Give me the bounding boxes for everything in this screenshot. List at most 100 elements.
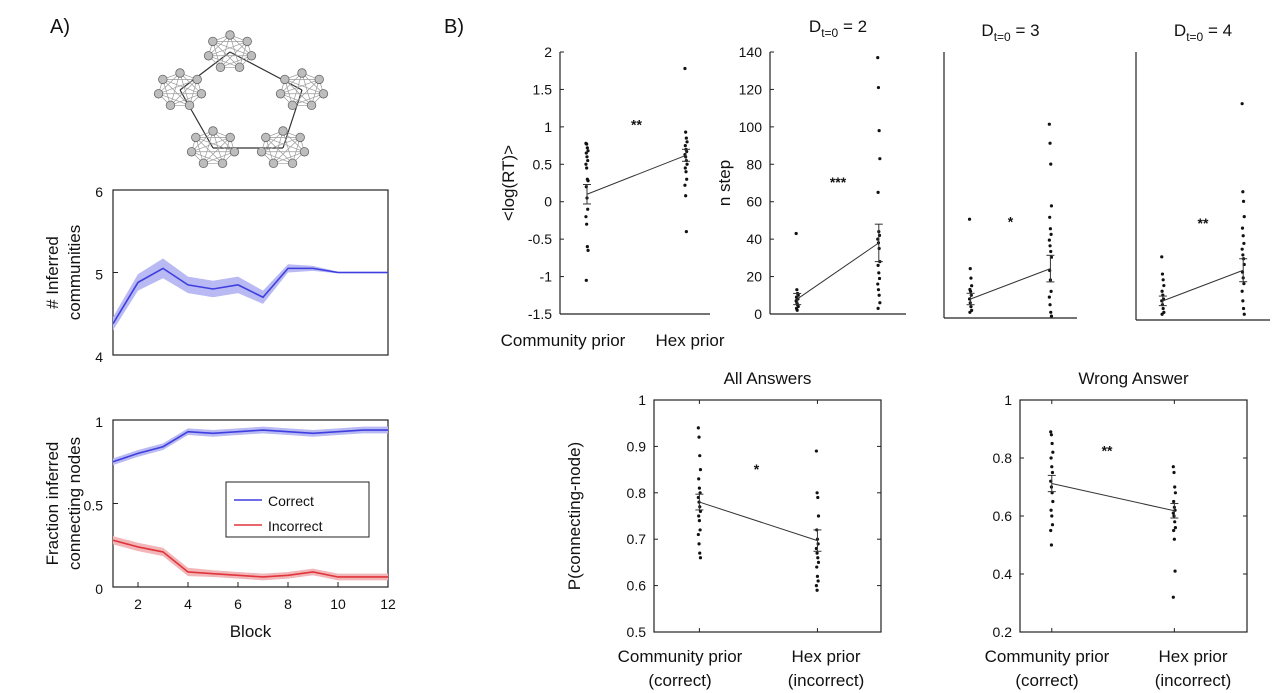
network-edge — [158, 79, 198, 95]
data-point — [968, 267, 972, 271]
data-point — [698, 528, 702, 532]
network-node — [278, 126, 288, 136]
network-edge — [220, 41, 248, 68]
data-point — [697, 435, 701, 439]
data-point — [1049, 249, 1053, 254]
significance-marker: ** — [631, 116, 642, 132]
data-point — [683, 183, 687, 187]
network-node — [275, 89, 286, 99]
network-node — [191, 132, 201, 143]
network-node — [184, 100, 195, 111]
network-node — [318, 89, 329, 99]
data-point — [585, 166, 589, 170]
data-point — [685, 162, 689, 166]
y-tick-label: 0.9 — [627, 438, 647, 454]
network-node — [186, 147, 197, 157]
chart-title: Dt=0 = 4 — [1174, 21, 1232, 44]
chart-title: Wrong Answer — [1078, 369, 1189, 388]
network-edge — [265, 137, 293, 164]
chart-wrong_answer: 1 0.8 0.6 0.4 0.2 ** Wrong Answer Community pri… — [985, 369, 1248, 690]
x-tick-label: 4 — [184, 596, 192, 612]
data-point — [1160, 255, 1164, 259]
mean-line — [1051, 483, 1175, 512]
x-tick-label: 10 — [330, 596, 346, 612]
network-edge — [158, 72, 181, 95]
y-tick-label: 20 — [746, 269, 762, 285]
title-main: D — [1174, 21, 1186, 40]
data-point — [1047, 238, 1051, 242]
data-point — [1049, 204, 1054, 208]
data-point — [584, 151, 588, 155]
data-point — [1241, 234, 1245, 238]
network-edge — [273, 130, 284, 164]
data-point — [1050, 465, 1054, 469]
network-edge — [282, 130, 305, 153]
category-sublabel: (incorrect) — [788, 671, 865, 690]
y-tick-label: 0 — [95, 581, 103, 597]
network-edge — [203, 137, 231, 164]
data-point — [876, 263, 880, 267]
data-point — [1048, 215, 1052, 219]
network-edge — [158, 93, 190, 106]
legend-label-Incorrect: Incorrect — [268, 518, 323, 534]
y-tick-label: 1 — [95, 414, 103, 430]
data-point — [1173, 485, 1177, 489]
data-point — [1173, 569, 1177, 573]
y-axis-label-line2: communities — [65, 225, 84, 320]
data-point — [1240, 226, 1245, 230]
network-edge — [292, 72, 303, 106]
network-edge — [191, 151, 223, 164]
network-node — [208, 126, 218, 136]
data-point — [584, 278, 588, 282]
network-edge — [203, 151, 235, 164]
data-point — [967, 217, 972, 221]
data-point — [586, 248, 590, 252]
network-edge — [170, 79, 198, 106]
data-point — [876, 282, 880, 286]
network-node — [297, 68, 307, 78]
category-label: Community prior — [985, 647, 1110, 666]
data-point — [1049, 543, 1054, 547]
data-point — [584, 162, 588, 166]
network-edge — [170, 93, 202, 106]
network-edge — [191, 130, 214, 153]
network-node — [225, 132, 235, 143]
category-sublabel: (correct) — [1015, 671, 1078, 690]
y-tick-label: 5 — [95, 267, 103, 283]
title-subscript: t=0 — [1186, 30, 1203, 44]
network-edge — [195, 137, 235, 153]
y-tick-label: 0 — [754, 306, 762, 322]
data-point — [683, 166, 687, 170]
data-point — [1172, 537, 1176, 541]
series-band — [113, 426, 388, 466]
network-node — [175, 68, 185, 78]
data-point — [585, 245, 589, 249]
y-tick-label: 40 — [746, 231, 762, 247]
data-point — [1050, 470, 1055, 475]
network-node — [165, 100, 176, 111]
legend-label-Correct: Correct — [268, 493, 314, 509]
mean-line — [586, 154, 687, 195]
series-band — [113, 536, 388, 581]
data-point — [1047, 122, 1051, 126]
x-tick-label: 12 — [380, 596, 396, 612]
data-point — [815, 491, 819, 495]
title-main: D — [809, 17, 821, 36]
data-point — [1172, 499, 1176, 504]
data-point — [696, 426, 700, 430]
chart-all_answers: 1 0.9 0.8 0.7 0.6 0.5 * All Answers P(connecting… — [565, 369, 882, 690]
data-point — [1242, 312, 1246, 316]
data-point — [1173, 491, 1178, 495]
network-edge — [191, 137, 231, 153]
data-point — [1049, 314, 1054, 318]
data-point — [1049, 528, 1053, 533]
data-point — [683, 66, 687, 71]
network-node — [234, 62, 245, 73]
network-node — [246, 51, 257, 61]
data-point — [1050, 441, 1054, 446]
data-point — [1047, 295, 1051, 299]
data-point — [878, 301, 882, 305]
data-point — [1241, 299, 1245, 303]
data-point — [1050, 523, 1055, 527]
data-point — [815, 565, 819, 569]
